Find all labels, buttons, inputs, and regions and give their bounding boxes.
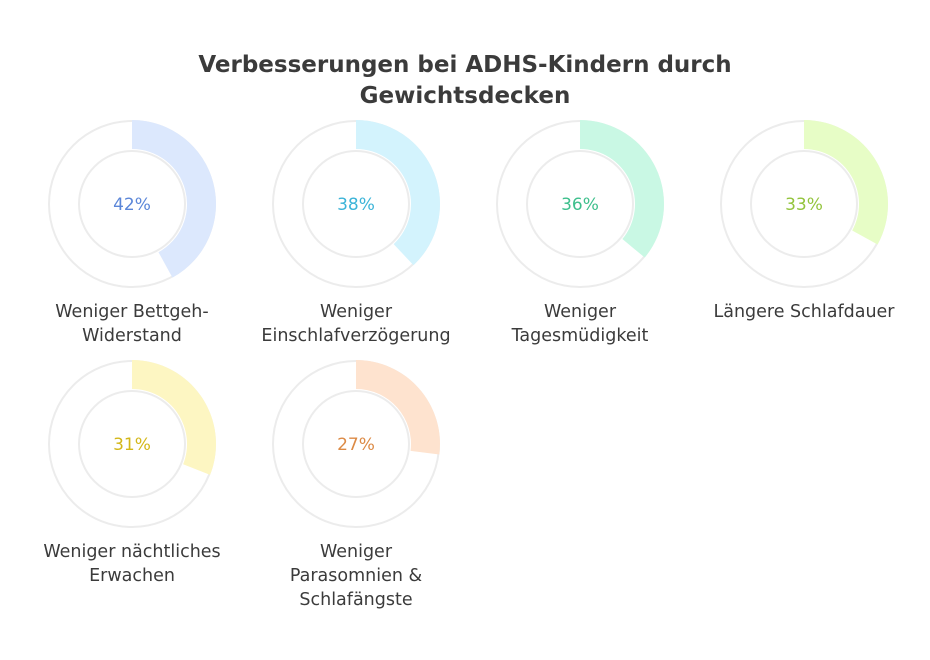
donut-chart: 27%	[272, 360, 440, 528]
donut-slice	[804, 120, 888, 245]
donut-card: 42% Weniger Bettgeh- Widerstand	[22, 114, 242, 374]
donut-slice	[356, 120, 440, 266]
chart-title-line-2: Gewichtsdecken	[359, 83, 571, 109]
donut-category-label: Weniger nächtliches Erwachen	[22, 540, 242, 588]
donut-chart: 36%	[496, 120, 664, 288]
donut-card: 27% Weniger Parasomnien & Schlafängste	[246, 354, 466, 614]
donut-category-label-line: Weniger Bettgeh-	[55, 302, 209, 322]
donut-category-label: Weniger Parasomnien & Schlafängste	[246, 540, 466, 612]
donut-chart: 42%	[48, 120, 217, 288]
donut-card: 38% Weniger Einschlafverzögerung	[246, 114, 466, 374]
donut-track-inner	[78, 150, 186, 258]
donut-category-label-line: Parasomnien &	[289, 566, 423, 586]
donut-value-label: 42%	[113, 195, 151, 215]
donut-track-inner	[78, 390, 186, 498]
donut-card: 31% Weniger nächtliches Erwachen	[22, 354, 242, 614]
donut-chart: 33%	[720, 120, 888, 288]
donut-track-inner	[526, 150, 634, 258]
donut-category-label-line: Einschlafverzögerung	[261, 326, 451, 346]
donut-category-label-line: Weniger nächtliches	[43, 542, 221, 562]
donut-category-label-line: Weniger	[543, 302, 617, 322]
donut-track-inner	[302, 390, 410, 498]
donut-chart: 31%	[48, 360, 217, 528]
chart-title-line-1: Verbesserungen bei ADHS-Kindern durch	[198, 52, 732, 78]
donut-category-label: Längere Schlafdauer	[694, 300, 914, 324]
donut-category-label-line: Erwachen	[89, 566, 175, 586]
donut-value-label: 33%	[785, 195, 823, 215]
donut-slice	[132, 120, 217, 278]
donut-card: 36% Weniger Tagesmüdigkeit	[470, 114, 690, 374]
donut-card: 33% Längere Schlafdauer	[694, 114, 914, 374]
donut-category-label-line: Schlafängste	[299, 590, 413, 610]
donut-track-inner	[750, 150, 858, 258]
donut-category-label-line: Längere Schlafdauer	[713, 302, 895, 322]
donut-category-label-line: Tagesmüdigkeit	[511, 326, 649, 346]
donut-slice	[580, 120, 664, 258]
donut-category-label-line: Weniger	[319, 542, 393, 562]
donut-category-label-line: Widerstand	[82, 326, 182, 346]
donut-category-label: Weniger Einschlafverzögerung	[246, 300, 466, 348]
donut-slice	[132, 360, 217, 475]
donut-category-label: Weniger Tagesmüdigkeit	[470, 300, 690, 348]
donut-value-label: 31%	[113, 435, 151, 455]
chart-title: Verbesserungen bei ADHS-Kindern durch Ge…	[0, 50, 930, 112]
donut-slice	[356, 360, 440, 455]
donut-value-label: 27%	[337, 435, 375, 455]
donut-value-label: 38%	[337, 195, 375, 215]
donut-value-label: 36%	[561, 195, 599, 215]
donut-track-inner	[302, 150, 410, 258]
donut-category-label-line: Weniger	[319, 302, 393, 322]
donut-chart: 38%	[272, 120, 440, 288]
donut-category-label: Weniger Bettgeh- Widerstand	[22, 300, 242, 348]
